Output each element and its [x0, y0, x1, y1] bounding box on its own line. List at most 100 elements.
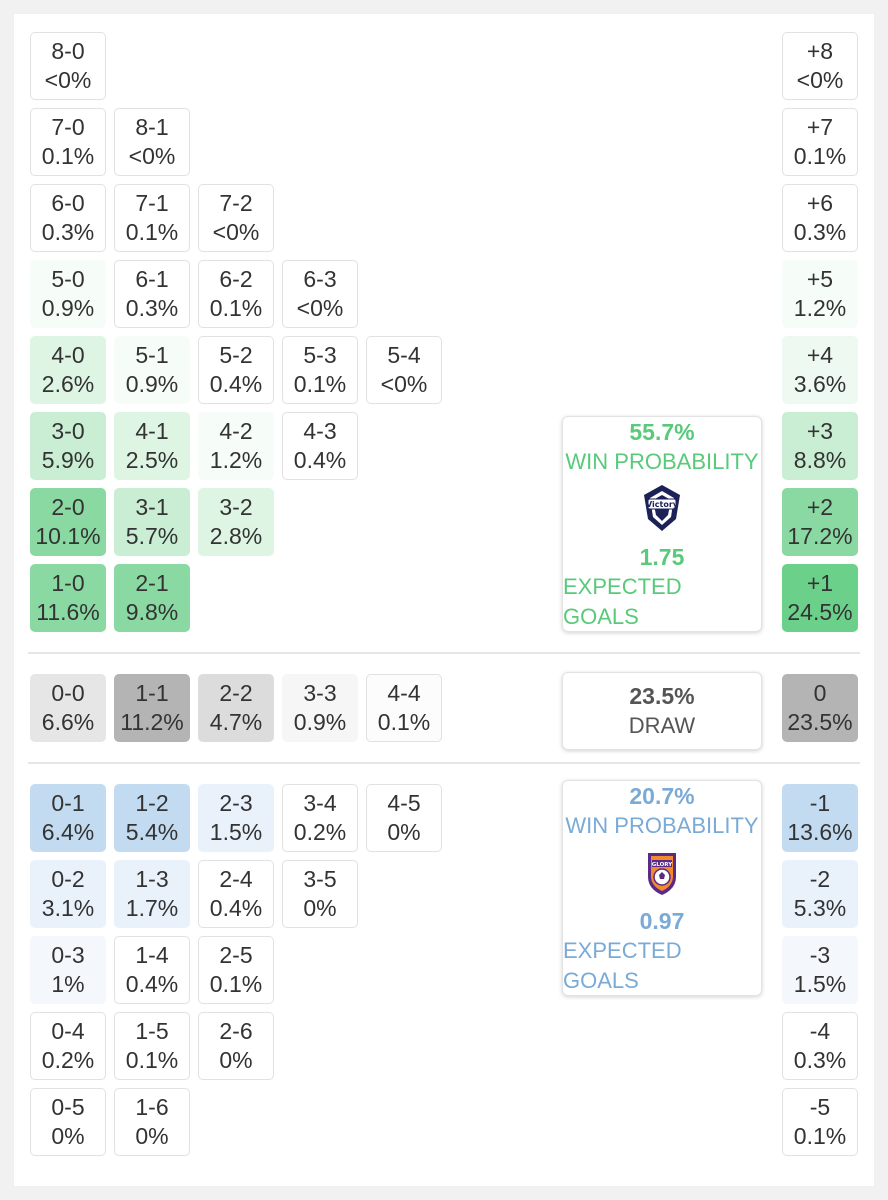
- cell-probability: 11.6%: [36, 599, 100, 625]
- away-xg-label: EXPECTED GOALS: [563, 937, 682, 993]
- away-win-pct: 20.7%: [629, 782, 695, 809]
- cell-score: 6-3: [303, 266, 337, 292]
- home-margin-cell: +4 3.6%: [782, 336, 858, 404]
- home-score-cell: 6-2 0.1%: [198, 260, 274, 328]
- cell-probability: 0.4%: [209, 895, 263, 921]
- away-score-cell: 0-2 3.1%: [30, 860, 106, 928]
- cell-probability: 0%: [387, 819, 421, 845]
- home-score-cell: 6-0 0.3%: [30, 184, 106, 252]
- cell-probability: 17.2%: [787, 523, 853, 549]
- cell-score: 0-1: [51, 790, 85, 816]
- home-win-pct: 55.7%: [629, 418, 695, 445]
- home-score-cell: 7-1 0.1%: [114, 184, 190, 252]
- cell-probability: 0%: [219, 1047, 253, 1073]
- home-summary-box: 55.7% WIN PROBABILITY Victory 1.75 EXPEC…: [562, 416, 762, 632]
- draw-score-cell: 1-1 11.2%: [114, 674, 190, 742]
- cell-probability: 0.2%: [41, 1047, 95, 1073]
- cell-probability: 1.2%: [793, 295, 847, 321]
- draw-away-divider: [28, 762, 860, 764]
- home-score-cell: 3-2 2.8%: [198, 488, 274, 556]
- cell-probability: 0.3%: [41, 219, 95, 245]
- home-score-cell: 6-3 <0%: [282, 260, 358, 328]
- cell-score: -1: [809, 790, 831, 816]
- home-score-cell: 3-0 5.9%: [30, 412, 106, 480]
- cell-score: 1-6: [135, 1094, 169, 1120]
- cell-probability: 0.1%: [793, 143, 847, 169]
- cell-score: 1-4: [135, 942, 169, 968]
- cell-score: 3-1: [135, 494, 169, 520]
- cell-probability: 10.1%: [35, 523, 101, 549]
- cell-probability: 5.4%: [125, 819, 179, 845]
- draw-score-cell: 2-2 4.7%: [198, 674, 274, 742]
- home-win-label: WIN PROBABILITY: [565, 448, 759, 474]
- cell-score: 5-3: [303, 342, 337, 368]
- cell-score: 0-4: [51, 1018, 85, 1044]
- cell-score: 1-2: [135, 790, 169, 816]
- cell-probability: 0%: [303, 895, 337, 921]
- home-score-cell: 8-0 <0%: [30, 32, 106, 100]
- cell-probability: 0.1%: [793, 1123, 847, 1149]
- draw-margin-cell: 0 23.5%: [782, 674, 858, 742]
- cell-probability: <0%: [212, 219, 260, 245]
- home-score-cell: 5-2 0.4%: [198, 336, 274, 404]
- home-score-cell: 7-2 <0%: [198, 184, 274, 252]
- away-margin-cell: -5 0.1%: [782, 1088, 858, 1156]
- cell-probability: 0%: [51, 1123, 85, 1149]
- away-score-cell: 0-3 1%: [30, 936, 106, 1004]
- cell-probability: 0.3%: [793, 1047, 847, 1073]
- home-xg: 1.75: [639, 543, 685, 570]
- home-margin-cell: +2 17.2%: [782, 488, 858, 556]
- cell-probability: <0%: [44, 67, 92, 93]
- home-score-cell: 2-1 9.8%: [114, 564, 190, 632]
- home-score-cell: 5-0 0.9%: [30, 260, 106, 328]
- cell-probability: 4.7%: [209, 709, 263, 735]
- away-score-cell: 1-5 0.1%: [114, 1012, 190, 1080]
- cell-score: 2-3: [219, 790, 253, 816]
- cell-probability: <0%: [796, 67, 844, 93]
- cell-probability: 0.9%: [41, 295, 95, 321]
- cell-probability: <0%: [380, 371, 428, 397]
- cell-score: +1: [806, 570, 834, 596]
- away-win-label: WIN PROBABILITY: [565, 812, 759, 838]
- cell-probability: 0.1%: [293, 371, 347, 397]
- home-score-cell: 4-3 0.4%: [282, 412, 358, 480]
- away-margin-cell: -4 0.3%: [782, 1012, 858, 1080]
- home-score-cell: 5-1 0.9%: [114, 336, 190, 404]
- victory-logo-icon: Victory: [640, 483, 684, 538]
- cell-probability: 0.3%: [125, 295, 179, 321]
- cell-score: -4: [809, 1018, 831, 1044]
- home-score-cell: 3-1 5.7%: [114, 488, 190, 556]
- draw-summary-box: 23.5% DRAW: [562, 672, 762, 750]
- home-margin-cell: +5 1.2%: [782, 260, 858, 328]
- cell-probability: <0%: [296, 295, 344, 321]
- cell-probability: 2.8%: [209, 523, 263, 549]
- away-score-cell: 2-3 1.5%: [198, 784, 274, 852]
- home-margin-cell: +8 <0%: [782, 32, 858, 100]
- cell-score: +7: [806, 114, 834, 140]
- home-score-cell: 4-0 2.6%: [30, 336, 106, 404]
- cell-score: 7-2: [219, 190, 253, 216]
- cell-score: 0-0: [51, 680, 85, 706]
- home-margin-cell: +6 0.3%: [782, 184, 858, 252]
- cell-score: 3-3: [303, 680, 337, 706]
- cell-score: 1-1: [135, 680, 169, 706]
- home-score-cell: 1-0 11.6%: [30, 564, 106, 632]
- cell-probability: 0%: [135, 1123, 169, 1149]
- cell-score: 6-0: [51, 190, 85, 216]
- away-margin-cell: -2 5.3%: [782, 860, 858, 928]
- away-margin-cell: -3 1.5%: [782, 936, 858, 1004]
- cell-probability: 1.2%: [209, 447, 263, 473]
- cell-probability: 1.7%: [125, 895, 179, 921]
- cell-probability: 13.6%: [787, 819, 853, 845]
- cell-probability: 0.4%: [125, 971, 179, 997]
- away-score-cell: 3-5 0%: [282, 860, 358, 928]
- cell-score: 2-4: [219, 866, 253, 892]
- cell-score: 5-4: [387, 342, 421, 368]
- away-score-cell: 0-4 0.2%: [30, 1012, 106, 1080]
- away-score-cell: 2-6 0%: [198, 1012, 274, 1080]
- home-margin-cell: +7 0.1%: [782, 108, 858, 176]
- draw-label: DRAW: [628, 713, 696, 738]
- draw-pct: 23.5%: [629, 683, 695, 709]
- away-score-cell: 1-3 1.7%: [114, 860, 190, 928]
- cell-score: 4-1: [135, 418, 169, 444]
